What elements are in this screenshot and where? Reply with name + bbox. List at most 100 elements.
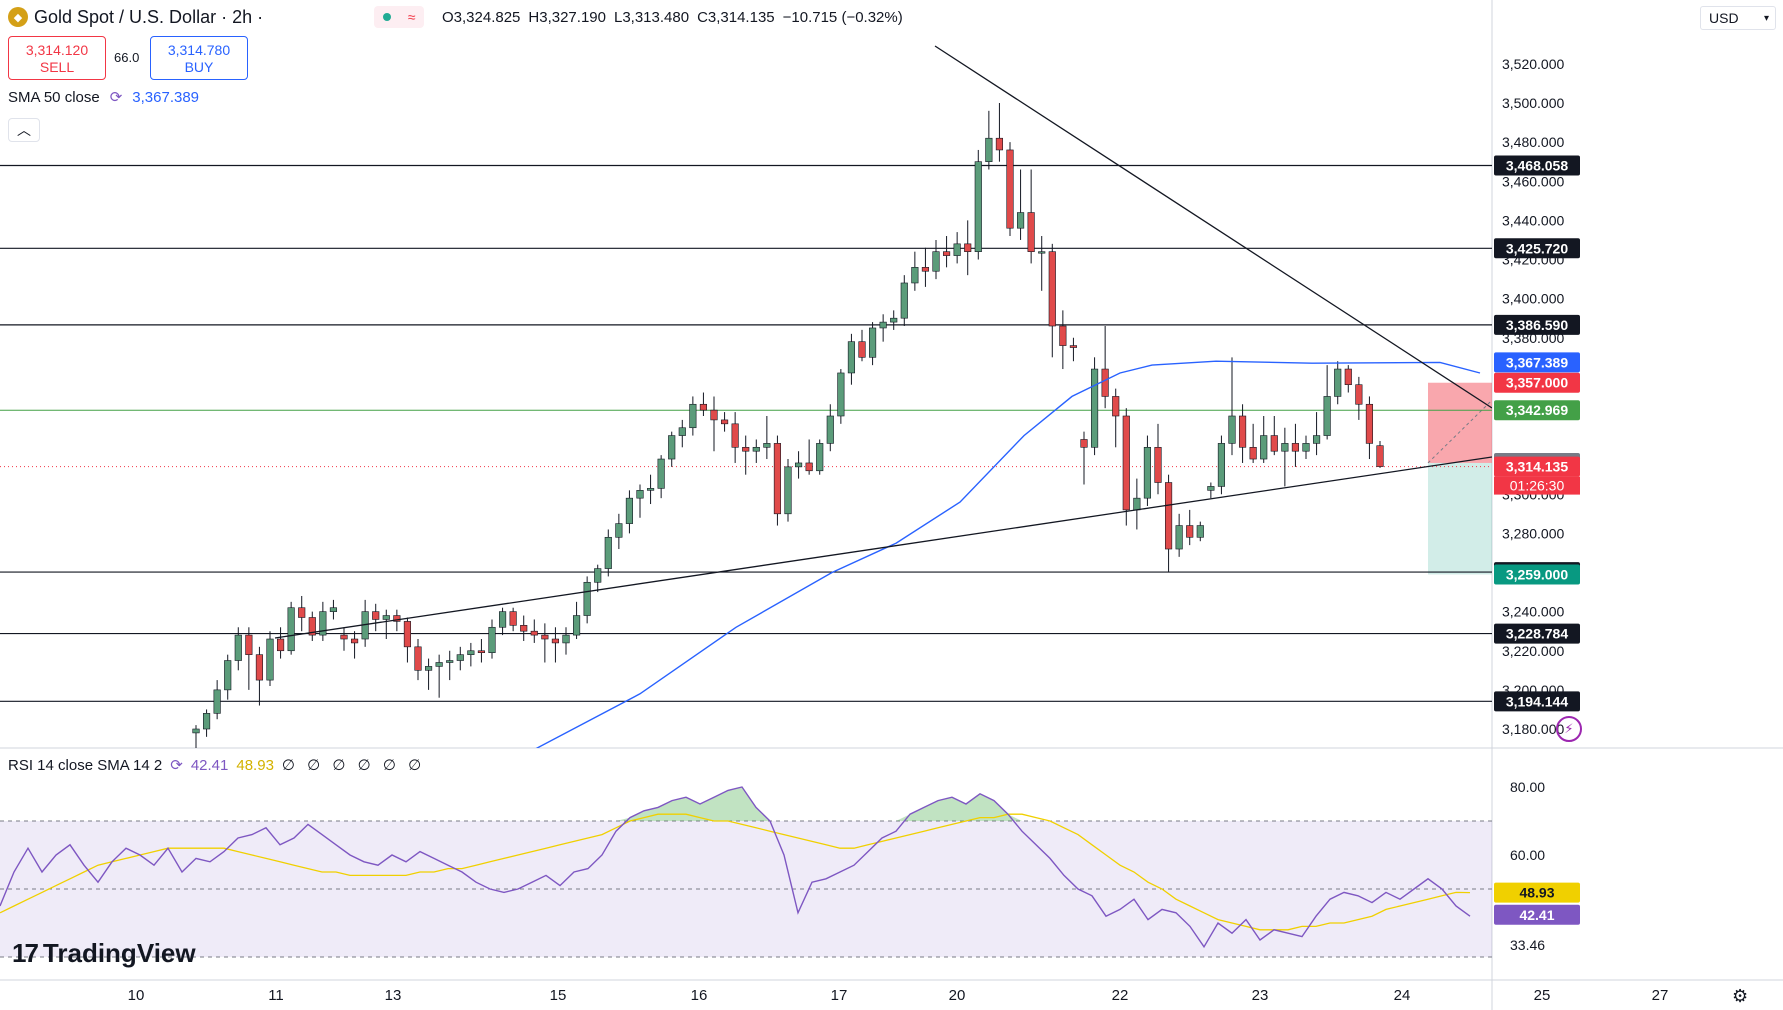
candle-up <box>594 568 602 583</box>
candle-down <box>805 462 813 472</box>
currency-selector[interactable]: USD ▾ <box>1700 6 1776 30</box>
candle-up <box>266 638 274 681</box>
candle-up <box>1143 446 1152 499</box>
candle-down <box>1101 368 1109 397</box>
candle-up <box>287 607 295 652</box>
candle-up <box>1038 251 1046 254</box>
candle-up <box>879 321 887 329</box>
candle-down <box>308 617 316 636</box>
price-tag-level <box>1494 238 1580 259</box>
candle-up <box>763 443 771 448</box>
price-tick-label: 3,280.000 <box>1502 525 1564 541</box>
lightning-icon[interactable]: ⚡ <box>1556 716 1582 742</box>
time-tick-label: 20 <box>949 987 966 1004</box>
candle-down <box>858 341 866 358</box>
refresh-icon[interactable]: ⟳ <box>170 757 183 774</box>
rsi-legend[interactable]: RSI 14 close SMA 14 2 ⟳ 42.41 48.93 ∅ ∅ … <box>8 756 425 775</box>
price-tag-level <box>1494 623 1580 644</box>
price-tick-label: 3,220.000 <box>1502 643 1564 659</box>
trendline-ascending <box>274 456 1492 639</box>
price-tag-level <box>1494 155 1580 176</box>
candle-down <box>1291 443 1300 452</box>
price-tag-level <box>1494 691 1580 712</box>
sma-legend-value: 3,367.389 <box>132 88 200 106</box>
price-tag-label: 3,228.784 <box>1506 626 1568 642</box>
market-open-dot-icon <box>382 13 391 21</box>
price-tick-label: 3,500.000 <box>1502 95 1564 111</box>
candle-down <box>530 630 538 636</box>
candle-down <box>372 611 380 620</box>
candle-down <box>1069 345 1078 348</box>
candle-up <box>1175 525 1183 550</box>
candle-down <box>1270 435 1278 452</box>
price-tick-label: 3,400.000 <box>1502 291 1564 307</box>
rsi-tag <box>1494 904 1580 925</box>
price-tick-label: 3,480.000 <box>1502 134 1564 150</box>
sell-button[interactable]: 3,314.120 SELL <box>8 36 106 80</box>
candle-down <box>773 443 782 515</box>
rsi-sma-tag-label: 48.93 <box>1519 885 1554 901</box>
price-tag-support <box>1494 400 1580 421</box>
symbol-header[interactable]: ◆ Gold Spot / U.S. Dollar · 2h · <box>8 6 263 28</box>
time-tick-label: 22 <box>1112 987 1129 1004</box>
candle-up <box>816 443 824 472</box>
ohlc-open: O3,324.825 <box>442 8 521 26</box>
candle-up <box>837 372 845 417</box>
sma-legend[interactable]: SMA 50 close ⟳ 3,367.389 <box>8 88 200 107</box>
time-tick-label: 13 <box>385 987 402 1004</box>
time-tick-label: 15 <box>550 987 567 1004</box>
candle-down <box>1186 525 1194 538</box>
rsi-tick-label: 60.00 <box>1510 847 1545 863</box>
collapse-legend-button[interactable]: ︿ <box>8 118 40 142</box>
candle-up <box>657 458 665 489</box>
market-status-badge[interactable]: ≈ <box>374 6 424 28</box>
candle-up <box>1334 368 1342 397</box>
candle-down <box>520 625 528 632</box>
price-tag-label: 3,357.000 <box>1506 375 1568 391</box>
candle-up <box>868 327 877 358</box>
rsi-sma-line <box>0 813 1471 931</box>
candle-up <box>1090 368 1099 448</box>
rsi-tick-label: 80.00 <box>1510 779 1545 795</box>
rsi-sma-tag <box>1494 882 1580 903</box>
candle-down <box>1344 368 1352 385</box>
candle-up <box>668 435 676 460</box>
candle-down <box>1112 396 1120 417</box>
candle-down <box>276 638 285 652</box>
candle-up <box>1228 415 1236 444</box>
sma-legend-label: SMA 50 close <box>8 88 100 106</box>
candle-down <box>1122 415 1130 511</box>
candle-up <box>467 650 475 655</box>
price-tag-target <box>1494 564 1580 585</box>
refresh-icon[interactable]: ⟳ <box>109 89 123 106</box>
ohlc-change: −10.715 (−0.32%) <box>782 8 903 26</box>
candle-up <box>636 490 644 499</box>
symbol-title[interactable]: Gold Spot / U.S. Dollar · 2h · <box>34 6 264 27</box>
rsi-line <box>0 786 1471 949</box>
time-tick-label: 27 <box>1652 987 1669 1004</box>
buy-button[interactable]: 3,314.780 BUY <box>150 36 248 80</box>
candle-down <box>1154 446 1162 483</box>
rsi-legend-label: RSI 14 close SMA 14 2 <box>8 756 163 774</box>
candle-up <box>784 466 792 515</box>
ohlc-low: L3,313.480 <box>613 8 690 26</box>
candle-down <box>340 634 348 640</box>
chevron-up-icon: ︿ <box>17 122 31 138</box>
gear-icon[interactable]: ⚙ <box>1732 986 1749 1006</box>
candle-up <box>625 497 634 524</box>
candle-down <box>1355 384 1363 405</box>
candle-down <box>350 638 359 644</box>
candle-down <box>1238 415 1247 448</box>
buy-price: 3,314.780 <box>167 42 231 58</box>
tradingview-logo[interactable]: 17 TradingView <box>12 938 196 969</box>
candle-up <box>1196 525 1204 538</box>
price-tag-label: 3,342.969 <box>1506 402 1568 418</box>
take-profit-zone <box>1428 462 1492 575</box>
sma-50-line <box>535 360 1481 748</box>
price-tag-sma <box>1494 352 1580 373</box>
candle-up <box>234 634 242 661</box>
candle-up <box>1133 497 1141 511</box>
candle-up <box>488 626 496 654</box>
candle-up <box>192 728 200 734</box>
